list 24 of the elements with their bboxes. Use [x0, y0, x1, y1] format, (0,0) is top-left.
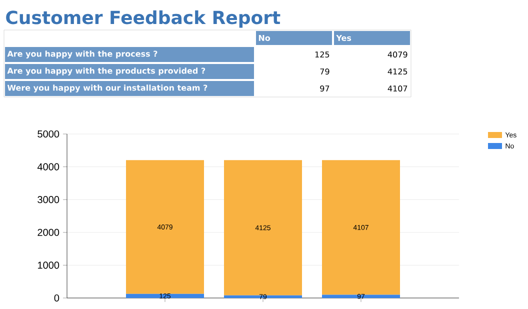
- bar: [224, 160, 302, 296]
- text: Were you happy with our installation team ?: [7, 84, 208, 92]
- text: No: [258, 35, 270, 42]
- y-tick-label: 5000: [38, 130, 60, 138]
- bar: [322, 294, 400, 298]
- bar: [322, 160, 400, 295]
- text: 4125: [388, 68, 408, 75]
- text: 4079: [388, 52, 408, 58]
- bar: [224, 295, 302, 298]
- bar: [126, 294, 204, 298]
- text: 97: [320, 86, 330, 92]
- y-tick-label: 4000: [37, 163, 60, 170]
- text: Are you happy with the products provided ?: [7, 68, 206, 76]
- y-tick-label: 1000: [38, 262, 60, 269]
- y-tick-label: 0: [54, 294, 60, 302]
- bar: [126, 160, 204, 294]
- y-tick-label: 3000: [38, 196, 60, 204]
- text: Yes: [336, 35, 352, 42]
- chart-title: Customer Feedback Report: [6, 10, 280, 28]
- text: 79: [320, 68, 330, 75]
- text: 4107: [388, 86, 408, 92]
- y-tick-label: 2000: [38, 228, 60, 236]
- text: 125: [315, 52, 330, 58]
- text: Are you happy with the process ?: [7, 50, 158, 58]
